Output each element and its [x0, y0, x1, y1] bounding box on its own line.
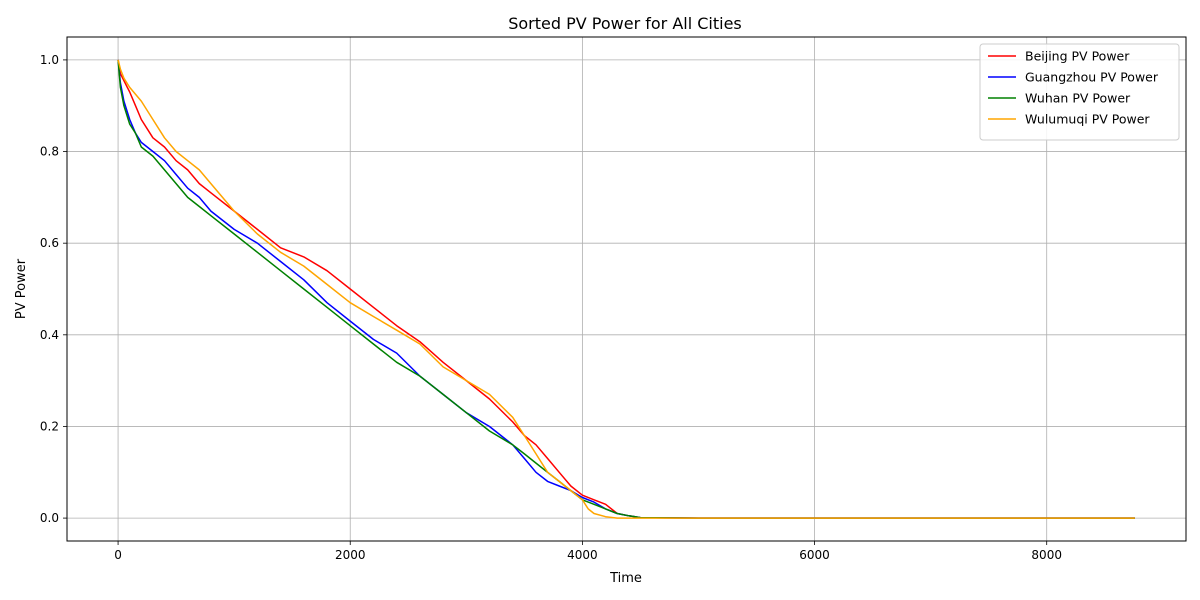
y-tick-label: 0.0 [40, 511, 59, 525]
legend-label: Wulumuqi PV Power [1025, 112, 1150, 127]
chart-title: Sorted PV Power for All Cities [508, 14, 742, 33]
legend-label: Guangzhou PV Power [1025, 70, 1159, 85]
y-axis-ticks: 0.0 0.2 0.4 0.6 0.8 1.0 [40, 53, 67, 525]
y-tick-label: 0.6 [40, 236, 59, 250]
y-tick-label: 0.2 [40, 419, 59, 433]
x-tick-label: 2000 [335, 548, 366, 562]
y-tick-label: 0.4 [40, 328, 59, 342]
x-tick-label: 0 [114, 548, 122, 562]
x-axis-ticks: 0 2000 4000 6000 8000 [114, 541, 1062, 562]
y-tick-label: 1.0 [40, 53, 59, 67]
x-tick-label: 6000 [799, 548, 830, 562]
series-line-wulumuqi-pv-power [117, 59, 1135, 519]
series-lines [117, 59, 1135, 519]
x-tick-label: 8000 [1031, 548, 1062, 562]
legend: Beijing PV Power Guangzhou PV Power Wuhan … [979, 43, 1180, 141]
plot-frame [66, 36, 1187, 542]
legend-label: Beijing PV Power [1025, 49, 1130, 64]
y-tick-label: 0.8 [40, 145, 59, 159]
legend-box [979, 43, 1180, 141]
x-axis-label: Time [609, 571, 642, 586]
legend-label: Wuhan PV Power [1025, 91, 1131, 106]
series-line-wuhan-pv-power [117, 59, 1135, 519]
x-tick-label: 4000 [567, 548, 598, 562]
y-axis-label: PV Power [14, 258, 29, 319]
